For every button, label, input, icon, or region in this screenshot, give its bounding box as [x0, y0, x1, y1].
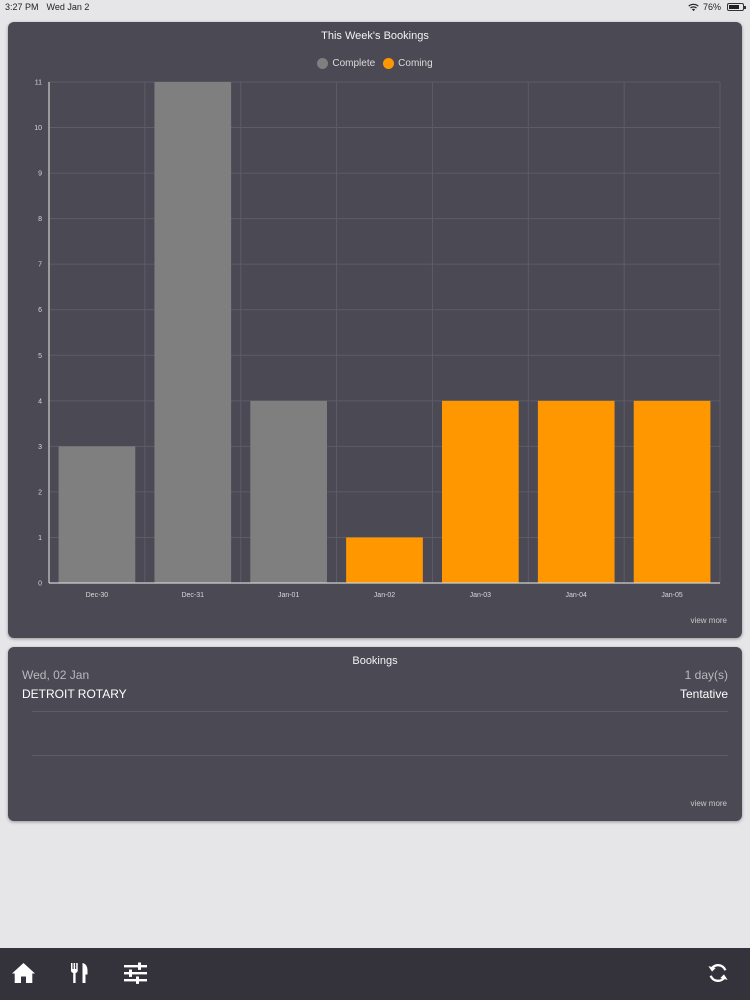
bookings-view-more-link[interactable]: view more [690, 799, 727, 808]
y-tick-label: 9 [38, 171, 42, 178]
bar-jan-01 [250, 400, 327, 583]
x-tick-label: Dec-31 [181, 592, 204, 599]
y-tick-label: 0 [38, 581, 42, 588]
bar-jan-03 [442, 400, 519, 583]
x-tick-label: Jan-05 [661, 592, 683, 599]
y-tick-label: 5 [38, 353, 42, 360]
y-tick-label: 3 [38, 444, 42, 451]
chart-view-more-link[interactable]: view more [690, 616, 727, 625]
booking-name: DETROIT ROTARY [22, 687, 127, 701]
status-date: Wed Jan 2 [46, 2, 90, 12]
booking-status: Tentative [679, 687, 728, 701]
chart-title: This Week's Bookings [321, 30, 429, 42]
battery-percent: 76% [702, 2, 721, 12]
booking-date: Wed, 02 Jan [22, 668, 90, 682]
booking-date-row[interactable]: Wed, 02 Jan 1 day(s) [22, 668, 728, 682]
bookings-title: Bookings [352, 655, 398, 667]
y-tick-label: 8 [38, 216, 42, 223]
y-tick-label: 6 [38, 307, 42, 314]
x-tick-label: Jan-03 [470, 592, 492, 599]
booking-divider [32, 711, 728, 712]
y-tick-label: 10 [34, 125, 42, 132]
weekly-bookings-card: 0 1 2 3 4 5 6 7 8 9 10 11 Dec-30 Dec-31 Jan-01 Jan-02 Ja… [8, 22, 742, 638]
bar-jan-04 [537, 400, 615, 583]
bar-dec-30 [58, 446, 136, 583]
booking-duration: 1 day(s) [684, 668, 728, 682]
refresh-icon[interactable] [706, 962, 730, 984]
wifi-icon [688, 3, 699, 11]
legend-item-coming[interactable]: Coming [383, 58, 433, 69]
x-tick-label: Jan-01 [278, 592, 300, 599]
bar-jan-02 [346, 537, 423, 583]
y-tick-label: 11 [35, 80, 42, 87]
bar-dec-31 [154, 82, 232, 583]
battery-icon [727, 3, 746, 11]
legend-item-complete[interactable]: Complete [317, 58, 375, 69]
legend-label-coming: Coming [398, 58, 433, 69]
x-tick-label: Dec-30 [86, 592, 109, 599]
legend-label-complete: Complete [332, 58, 376, 69]
y-tick-label: 4 [38, 398, 42, 405]
bottom-tab-bar [0, 948, 750, 1000]
bookings-bar-chart: 0 1 2 3 4 5 6 7 8 9 10 11 Dec-30 Dec-31 Jan-01 Jan-02 Ja… [34, 80, 721, 599]
restaurant-icon[interactable] [70, 962, 90, 984]
x-tick-label: Jan-02 [374, 592, 396, 599]
booking-divider [32, 755, 728, 756]
bar-jan-05 [633, 400, 711, 583]
x-tick-label: Jan-04 [566, 592, 588, 599]
chart-legend: Complete Coming [8, 58, 742, 69]
settings-sliders-icon[interactable] [124, 962, 147, 984]
legend-swatch-complete [317, 58, 329, 69]
y-tick-label: 1 [38, 535, 42, 542]
y-tick-label: 7 [38, 262, 42, 269]
bookings-card: Bookings Wed, 02 Jan 1 day(s) DETROIT RO… [8, 647, 742, 821]
booking-name-row[interactable]: DETROIT ROTARY Tentative [22, 687, 728, 701]
y-tick-label: 2 [38, 489, 42, 496]
status-bar: 3:27 PM Wed Jan 2 76% [0, 0, 750, 16]
legend-swatch-coming [383, 58, 395, 69]
status-time: 3:27 PM [5, 2, 39, 12]
home-icon[interactable] [11, 962, 36, 984]
